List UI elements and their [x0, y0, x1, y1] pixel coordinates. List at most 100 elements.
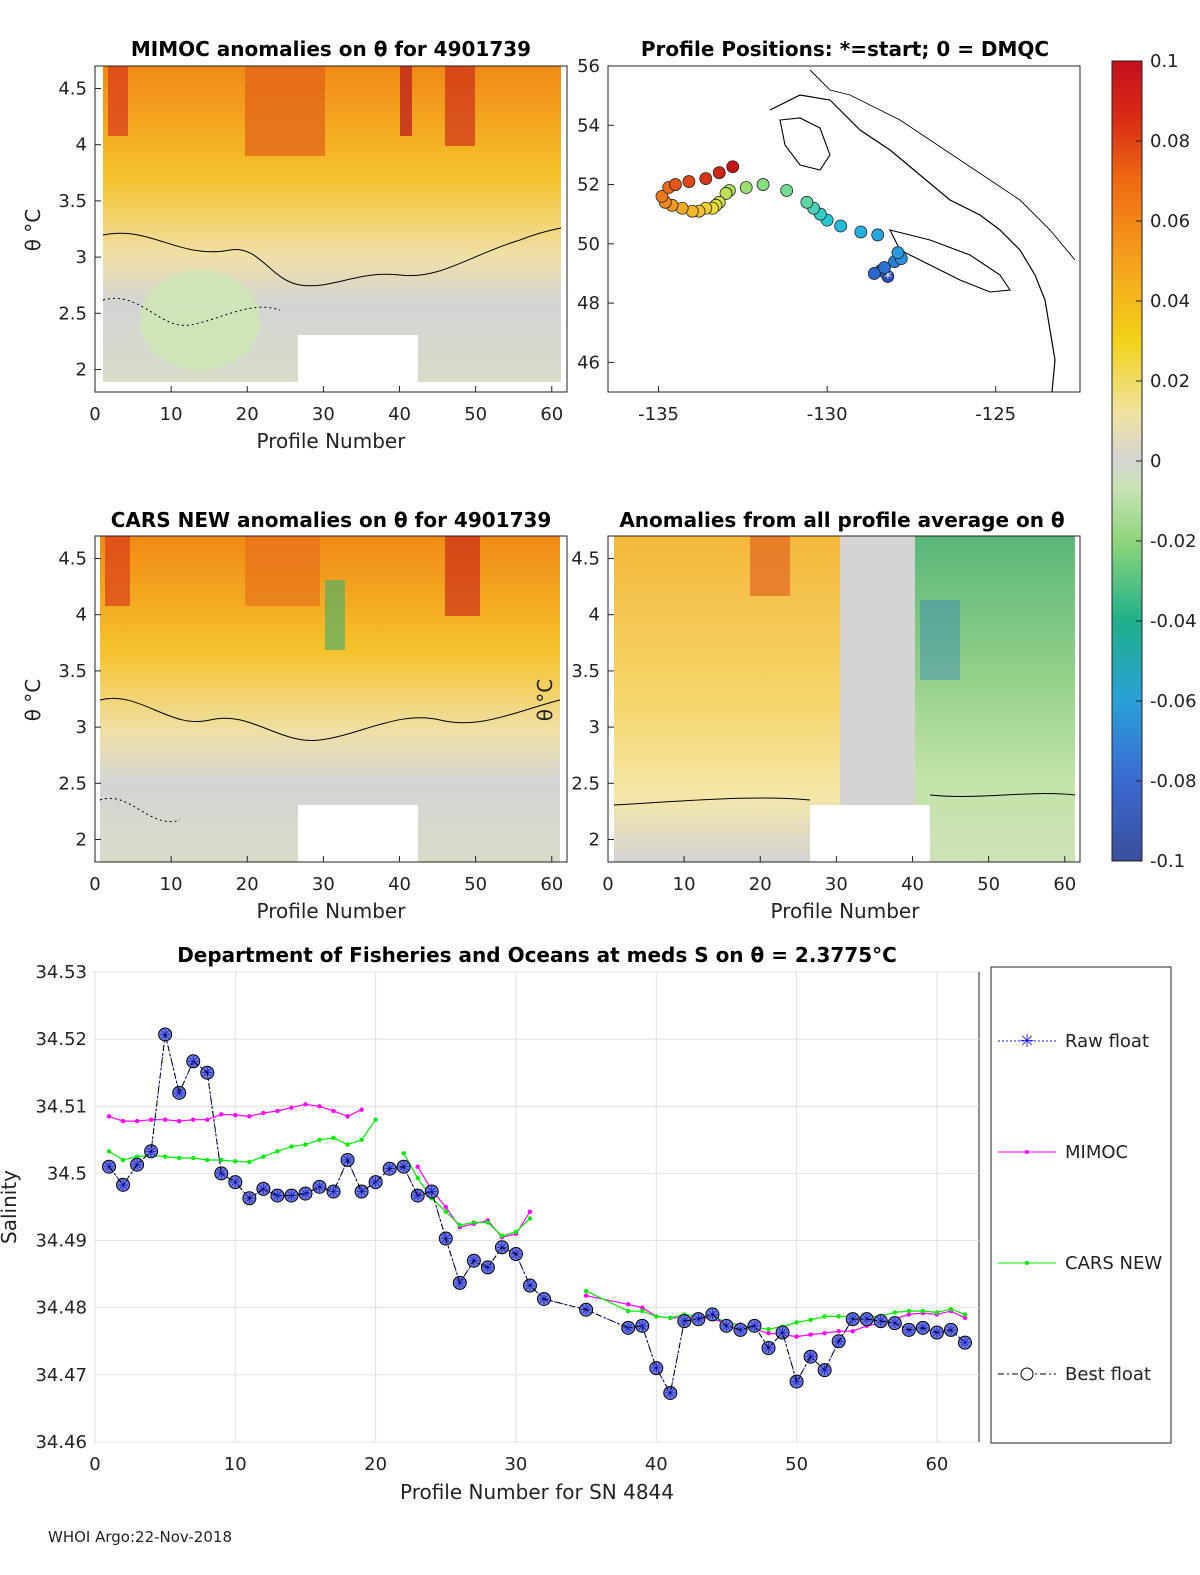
profile-position-point: [739, 181, 753, 194]
best-float-point: [943, 1322, 958, 1337]
mimoc-point: [191, 1117, 196, 1122]
salinity-ylabel: Salinity: [0, 1170, 21, 1244]
colorbar-tick-label: 0.08: [1150, 131, 1190, 152]
raw-float-star: ✳: [847, 1312, 859, 1328]
haida-gwaii-coast: [779, 117, 831, 171]
best-float-point: [326, 1184, 341, 1199]
profile-position-point: [878, 261, 891, 274]
colorbar: 0.1 0.08 0.06 0.04 0.02 0 -0.02 -0.04 -0.06 -0.08…: [1111, 51, 1197, 872]
raw-float-point: [172, 1086, 186, 1100]
mimoc-xtick-label: 30: [312, 404, 335, 425]
best-float-point: [144, 1144, 159, 1159]
raw-float-star: ✳: [707, 1307, 719, 1323]
cars-new-point: [233, 1159, 238, 1164]
colorbar-tick-label: -0.02: [1150, 531, 1197, 552]
best-float-point: [789, 1374, 804, 1389]
colorbar-tick-label: -0.06: [1150, 691, 1197, 712]
profile-position-point: [867, 267, 881, 280]
profile-position-point: [800, 195, 814, 209]
cars-new-point: [513, 1229, 519, 1235]
raw-float-point: [790, 1375, 804, 1389]
legend-cars-marker: [1025, 1261, 1029, 1265]
raw-float-star: ✳: [749, 1319, 761, 1335]
cars-new-point: [822, 1314, 827, 1319]
mimoc-point: [247, 1114, 252, 1119]
raw-float-point: [298, 1187, 312, 1201]
average-warm-field: [614, 536, 840, 862]
cars-new-point: [317, 1137, 322, 1143]
map-ytick-label: 52: [577, 175, 600, 196]
best-float-point: [859, 1312, 874, 1327]
salinity-xtick-label: 30: [504, 1454, 527, 1475]
raw-float-star: ✳: [538, 1292, 550, 1308]
salinity-ytick-label: 34.53: [35, 962, 87, 983]
profile-position-point: [726, 160, 740, 174]
salinity-line-chart: ✳✳✳✳✳✳✳✳✳✳✳✳ ✳ ✳ ✳ ✳ ✳✳✳✳✳ ✳✳ ✳✳✳✳ ✳✳ ✳✳✳✳✳ ✳✳✳✳ ✳ ✳…: [35, 962, 980, 1475]
mainland-coast: [809, 69, 1076, 261]
best-float-point: [803, 1349, 818, 1364]
mimoc-warm-patch: [245, 66, 325, 156]
mimoc-xtick-label: 0: [89, 404, 100, 425]
map-ytick-label: 46: [577, 352, 600, 373]
profile-position-point: [655, 189, 669, 203]
profile-position-markers: *: [655, 160, 908, 286]
colorbar-tick-label: 0.1: [1150, 51, 1179, 72]
best-float-point: [158, 1027, 173, 1042]
average-ytick-label: 3.5: [571, 661, 600, 682]
raw-float-star: ✳: [875, 1314, 887, 1330]
best-float-point: [775, 1325, 790, 1340]
vancouver-island-coast: [888, 229, 1011, 293]
cars-new-point: [162, 1154, 168, 1159]
profile-position-point: [712, 166, 726, 180]
cars-ytick-label: 2.5: [58, 773, 87, 794]
cars-xtick-label: 30: [312, 874, 335, 895]
cars-ytick-label: 3.5: [58, 661, 87, 682]
cars-new-point: [892, 1310, 898, 1315]
cars-new-point: [247, 1159, 252, 1165]
legend-best-float-label: Best float: [1065, 1364, 1151, 1385]
map-xtick-label: -135: [638, 404, 679, 425]
raw-float-star: ✳: [243, 1191, 255, 1207]
salinity-xtick-label: 60: [925, 1454, 948, 1475]
mimoc-point: [836, 1329, 841, 1334]
best-float-point: [214, 1166, 229, 1181]
average-ytick-label: 2: [589, 830, 600, 851]
map-xtick-label: -130: [807, 404, 848, 425]
legend-mimoc-label: MIMOC: [1065, 1142, 1128, 1163]
cars-new-point: [934, 1310, 940, 1315]
best-float-point: [438, 1231, 453, 1246]
cars-ytick-label: 2: [76, 830, 87, 851]
cars-new-point: [176, 1155, 182, 1161]
cars-xtick-label: 50: [464, 874, 487, 895]
colorbar-tick-label: -0.04: [1150, 611, 1197, 632]
colorbar-ramp: [1111, 60, 1143, 862]
best-float-point: [845, 1312, 860, 1327]
salinity-ytick-label: 34.48: [35, 1298, 87, 1319]
best-float-point: [677, 1314, 692, 1329]
mimoc-point: [640, 1305, 645, 1310]
raw-float-point: [116, 1178, 130, 1192]
best-float-point: [621, 1320, 636, 1335]
mimoc-zero-contour: [102, 227, 562, 287]
cars-new-point: [962, 1312, 968, 1317]
profile-position-point: [719, 187, 733, 200]
raw-float-star: ✳: [819, 1363, 831, 1379]
average-warm-patch: [750, 536, 790, 596]
average-xtick-label: 40: [901, 874, 924, 895]
raw-float-point: [425, 1185, 439, 1199]
cars-new-point: [920, 1308, 926, 1314]
salinity-ytick-label: 34.49: [35, 1231, 87, 1252]
mimoc-point: [162, 1117, 168, 1122]
map-ytick-label: 56: [577, 56, 600, 77]
salinity-ytick-label: 34.51: [35, 1096, 87, 1117]
cars-new-point: [626, 1308, 631, 1314]
mimoc-point: [317, 1104, 322, 1109]
mimoc-xtick-label: 40: [388, 404, 411, 425]
cars-new-point: [134, 1154, 140, 1159]
cars-new-point: [303, 1142, 308, 1147]
raw-float-star: ✳: [524, 1279, 536, 1295]
mimoc-point: [120, 1118, 126, 1124]
mimoc-ytick-label: 3.5: [58, 191, 87, 212]
mimoc-point: [331, 1108, 336, 1114]
